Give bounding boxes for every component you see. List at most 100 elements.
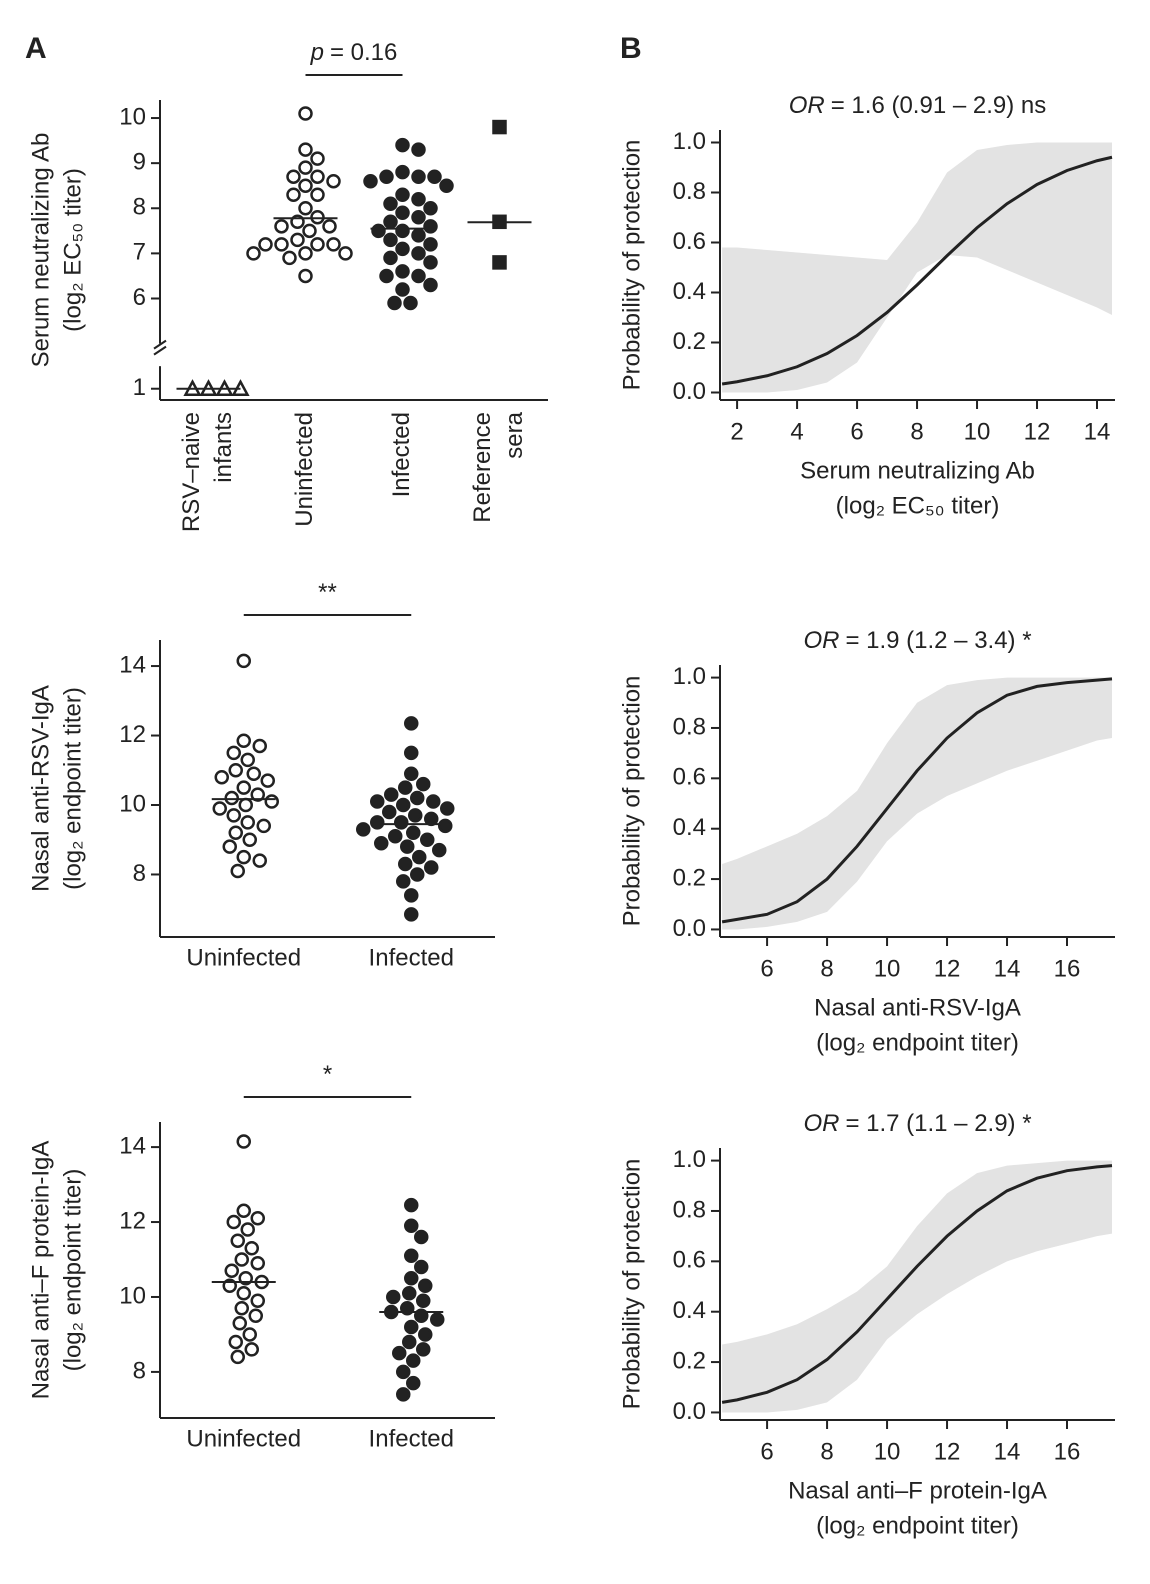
dot [392, 1345, 407, 1361]
y-axis-label: Probability of protection [618, 140, 645, 391]
x-axis-label: Serum neutralizing Ab [800, 457, 1035, 484]
dot [228, 763, 243, 778]
y-axis-label: Nasal anti–F protein-IgA [27, 1141, 54, 1400]
dot [423, 201, 438, 216]
dot [404, 1319, 419, 1335]
y-tick-label: 10 [119, 790, 146, 817]
dot [379, 169, 394, 184]
dot [226, 808, 241, 823]
x-tick-label: Infected [369, 944, 454, 971]
dot [264, 794, 279, 809]
y-axis-label: (log₂ endpoint titer) [59, 687, 86, 890]
x-tick-label: 8 [910, 418, 923, 445]
x-tick-label: 10 [964, 418, 991, 445]
dot [290, 232, 305, 248]
dot [398, 780, 413, 795]
dot [416, 1342, 431, 1357]
dot [298, 106, 313, 121]
dot [383, 232, 398, 248]
dot [310, 151, 325, 166]
y-tick-label: 7 [133, 239, 146, 266]
y-tick-label: 1.0 [673, 1146, 706, 1173]
confidence-band [722, 677, 1113, 930]
x-tick-label: 14 [1084, 418, 1111, 445]
dot [242, 832, 257, 847]
dot [418, 1278, 433, 1293]
significance-text: = 0.16 [330, 39, 397, 66]
dot [326, 173, 341, 189]
x-axis-label: (log₂ endpoint titer) [816, 1512, 1019, 1539]
title-emphasis: OR [803, 627, 839, 654]
x-tick-label: 4 [790, 418, 803, 445]
y-tick-label: 10 [119, 103, 146, 130]
dot [310, 187, 325, 202]
confidence-band [722, 1160, 1113, 1413]
dot [406, 1353, 421, 1368]
x-tick-label: 6 [760, 1438, 773, 1465]
dot [282, 250, 297, 266]
dot [230, 1349, 245, 1365]
dot [374, 835, 389, 851]
dot [414, 1229, 429, 1245]
x-tick-label: 2 [730, 418, 743, 445]
dot [396, 1387, 411, 1402]
x-tick-label: 12 [934, 955, 961, 982]
dot [384, 787, 399, 802]
dot [250, 1293, 265, 1308]
dot [406, 1375, 421, 1391]
dot [338, 246, 353, 261]
y-tick-label: 8 [133, 1357, 146, 1384]
dot [258, 237, 273, 252]
dot [298, 201, 313, 216]
x-tick-label: 8 [820, 1438, 833, 1465]
dot [298, 160, 313, 175]
dot [396, 797, 411, 813]
dot [214, 769, 229, 785]
significance-label: ** [318, 579, 337, 606]
x-tick-label: 12 [934, 1438, 961, 1465]
dot [260, 773, 275, 788]
significance-emphasis: p [310, 39, 324, 66]
x-tick-label: Uninfected [291, 412, 318, 527]
dot [236, 780, 251, 795]
dot [383, 214, 398, 230]
dot [398, 856, 413, 872]
y-tick-label: 0.4 [673, 1297, 706, 1324]
dot [379, 268, 394, 284]
axis-break [153, 345, 167, 356]
dot [404, 1248, 419, 1264]
dot [386, 1289, 401, 1305]
y-tick-label: 12 [119, 1207, 146, 1234]
dot [424, 811, 439, 827]
fit-line [721, 1164, 1113, 1404]
dot [395, 264, 410, 279]
y-tick-label: 8 [133, 194, 146, 221]
dot [238, 797, 253, 813]
y-tick-label: 0.0 [673, 915, 706, 942]
y-tick-label: 14 [119, 651, 146, 678]
dot [286, 187, 301, 202]
x-tick-label: 14 [994, 955, 1021, 982]
y-axis-label: (log₂ endpoint titer) [59, 1169, 86, 1372]
dot [232, 1315, 247, 1331]
dot [322, 219, 337, 234]
dot [363, 173, 378, 189]
chart-title: OR = 1.7 (1.1 – 2.9) * [803, 1110, 1031, 1137]
dot [416, 776, 431, 792]
dot [396, 874, 411, 889]
x-axis-label: (log₂ endpoint titer) [816, 1029, 1019, 1056]
dot [286, 169, 301, 184]
dot [230, 863, 245, 879]
dot [236, 1203, 251, 1219]
y-tick-label: 0.0 [673, 1398, 706, 1425]
y-axis-label: Serum neutralizing Ab [27, 133, 54, 368]
dot [244, 1342, 259, 1357]
y-tick-label: 0.6 [673, 1247, 706, 1274]
dot [250, 1256, 265, 1271]
chart-title: OR = 1.9 (1.2 – 3.4) * [803, 627, 1031, 654]
axis-break [153, 339, 167, 350]
dot [222, 839, 237, 854]
dot [411, 169, 426, 184]
dot [492, 119, 507, 135]
